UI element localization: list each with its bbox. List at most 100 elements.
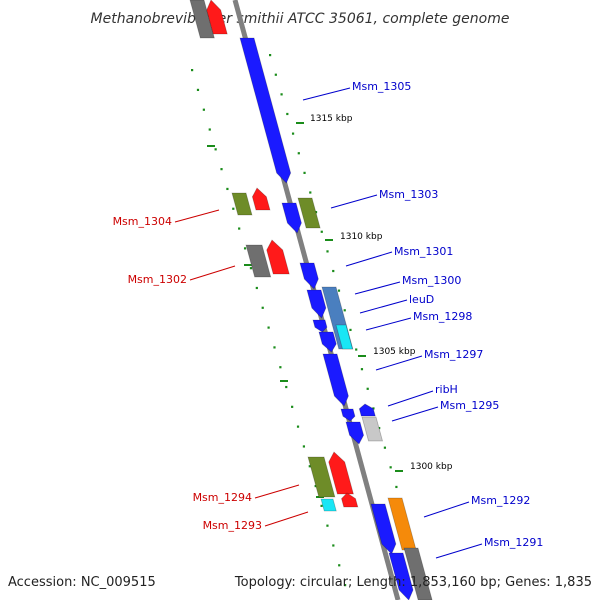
guide-dot-right [274, 73, 277, 76]
scale-label-1305: 1305 kbp [373, 347, 416, 357]
gene-msm-1301[interactable] [299, 262, 319, 290]
guide-dot-left [202, 108, 205, 111]
guide-dot-right [286, 112, 289, 116]
gene-red-top[interactable] [206, 0, 228, 35]
gene-small-blue-1[interactable] [312, 319, 328, 333]
guide-dot-right [309, 191, 312, 194]
guide-dot-right [349, 328, 352, 332]
gene-gray-bottom[interactable] [403, 547, 433, 600]
right-leaders [302, 87, 483, 559]
guide-dot-right [343, 309, 346, 312]
guide-dot-left [261, 306, 264, 309]
gene-red-1293[interactable] [341, 492, 359, 508]
gene-label-msm-1298[interactable]: Msm_1298 [413, 310, 472, 323]
gene-olive-right[interactable] [297, 197, 321, 229]
gene-label-msm-1294[interactable]: Msm_1294 [193, 491, 252, 504]
gene-features [189, 0, 433, 600]
guide-dot-left [214, 148, 217, 151]
gene-label-msm-1301[interactable]: Msm_1301 [394, 245, 453, 258]
map-title: Methanobrevibacter smithii ATCC 35061, c… [91, 11, 510, 27]
guide-dot-left [302, 445, 306, 448]
gene-ribh[interactable] [340, 408, 356, 422]
guide-dot-right [291, 132, 295, 135]
guide-dot-left [255, 286, 258, 290]
genome-summary-text: Topology: circular; Length: 1,853,160 bp… [234, 575, 592, 590]
guide-dot-left [191, 69, 194, 72]
gene-msm-1297[interactable] [322, 353, 349, 407]
gene-label-leud[interactable]: leuD [409, 293, 434, 306]
gene-label-msm-1305[interactable]: Msm_1305 [352, 80, 411, 93]
gene-label-msm-1303[interactable]: Msm_1303 [379, 188, 438, 201]
guide-dot-right [337, 289, 341, 292]
guide-dot-left [291, 405, 294, 408]
guide-dot-right [383, 446, 387, 449]
gene-msm-1293[interactable] [320, 498, 337, 512]
guide-dot-left [326, 524, 329, 527]
gene-label-msm-1291[interactable]: Msm_1291 [484, 536, 543, 549]
gene-msm-1302[interactable] [266, 239, 290, 275]
guide-dot-right [314, 211, 318, 214]
guide-dot-right [366, 387, 369, 390]
scale-label-1300: 1300 kbp [410, 462, 453, 472]
guide-dot-left [196, 88, 200, 92]
gene-gray-right[interactable] [361, 416, 384, 442]
guide-dot-right [297, 152, 300, 155]
gene-olive-left[interactable] [231, 192, 253, 216]
guide-dot-right [372, 407, 375, 410]
gene-label-msm-1295[interactable]: Msm_1295 [440, 399, 499, 412]
scale-label-1315: 1315 kbp [310, 114, 353, 124]
gene-msm-1291[interactable] [388, 552, 414, 600]
guide-dot-left [273, 346, 276, 349]
guide-dot-left [320, 504, 323, 507]
guide-dot-right [355, 348, 358, 351]
guide-dot-right [360, 368, 364, 371]
guide-dot-left [226, 187, 229, 191]
guide-dot-right [378, 426, 381, 430]
guide-dot-left [296, 425, 300, 428]
left-leaders [174, 209, 309, 527]
guide-dot-right [269, 54, 272, 57]
gene-gray-left[interactable] [245, 244, 272, 278]
gene-gray-top[interactable] [189, 0, 215, 39]
guide-dot-left [208, 128, 211, 131]
guide-dot-left [243, 247, 247, 250]
guide-dot-left [279, 366, 282, 369]
gene-label-msm-1300[interactable]: Msm_1300 [402, 274, 461, 287]
guide-dot-left [344, 584, 347, 587]
guide-dot-right [320, 230, 323, 233]
gene-label-msm-1302[interactable]: Msm_1302 [128, 273, 187, 286]
gene-msm-1292[interactable] [370, 503, 397, 555]
guide-dot-right [332, 269, 335, 273]
gene-msm-1298-blue[interactable] [318, 331, 337, 353]
guide-dot-left [314, 484, 317, 488]
gene-blue-up-2[interactable] [358, 403, 376, 417]
guide-dot-right [326, 250, 329, 253]
gene-red-1294[interactable] [328, 451, 354, 495]
guide-dot-left [267, 326, 270, 329]
gene-msm-1295[interactable] [345, 421, 365, 445]
guide-dot-left [249, 267, 253, 270]
guide-dot-left [308, 465, 311, 468]
guide-dot-left [332, 544, 335, 547]
scale-label-1310: 1310 kbp [340, 232, 383, 242]
gene-msm-1300[interactable] [306, 289, 327, 319]
gene-label-msm-1297[interactable]: Msm_1297 [424, 348, 483, 361]
gene-label-ribh[interactable]: ribH [435, 383, 458, 396]
guide-dot-right [395, 485, 398, 489]
gene-msm-1303[interactable] [281, 202, 302, 234]
gene-label-msm-1292[interactable]: Msm_1292 [471, 494, 530, 507]
gene-msm-1298[interactable] [335, 324, 354, 350]
gene-msm-1305[interactable] [239, 37, 292, 184]
guide-dot-left [285, 385, 288, 389]
guide-dot-left [220, 168, 223, 171]
guide-dot-right [280, 93, 283, 96]
accession-text: Accession: NC_009515 [8, 575, 156, 590]
gene-msm-1294[interactable] [307, 456, 336, 498]
gene-label-msm-1304[interactable]: Msm_1304 [113, 215, 172, 228]
guide-dot-right [389, 466, 392, 469]
gene-label-msm-1293[interactable]: Msm_1293 [203, 519, 262, 532]
guide-dot-left [232, 207, 235, 210]
gene-msm-1304[interactable] [251, 187, 271, 211]
guide-dot-left [238, 227, 241, 230]
